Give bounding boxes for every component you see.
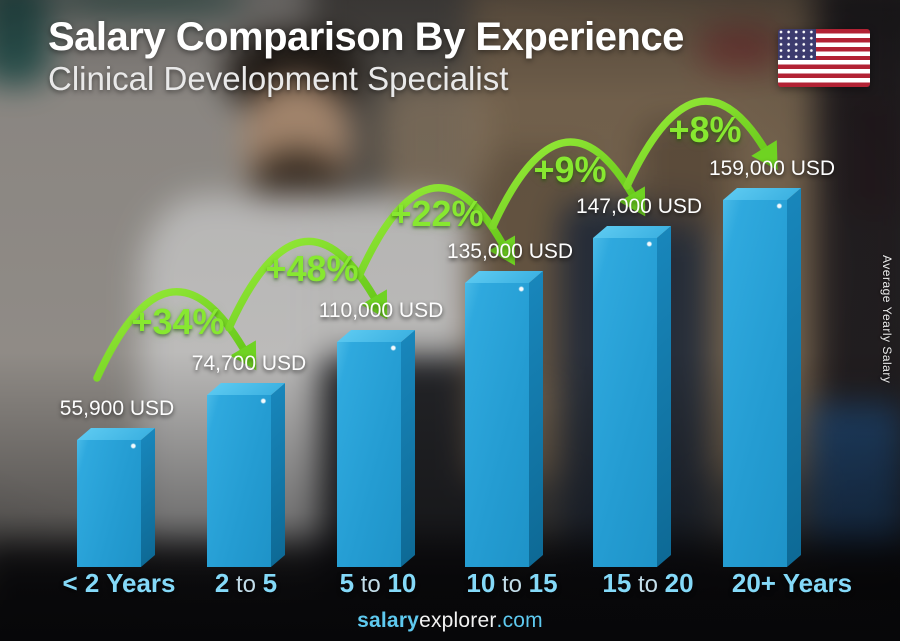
arrowhead-icon: [751, 140, 778, 171]
bar: [465, 283, 529, 567]
category-text: 5: [339, 568, 355, 598]
bar-side-face: [141, 428, 155, 567]
x-axis-category-label: 10 to 15: [466, 570, 557, 598]
watermark: salary explorer .com: [0, 600, 900, 641]
bar-side-face: [401, 330, 415, 567]
bar-value-label: 159,000 USD: [708, 157, 836, 180]
category-text: 20: [664, 568, 694, 598]
x-axis-category-label: 15 to 20: [602, 570, 693, 598]
bar: [337, 342, 401, 567]
increase-arc: [355, 184, 506, 280]
increase-arc: [93, 288, 247, 382]
x-axis-category-label: 20+ Years: [732, 570, 852, 596]
increase-percentage: +8%: [668, 109, 742, 150]
watermark-domain: .com: [496, 608, 543, 632]
bar-value-label: 74,700 USD: [191, 352, 307, 375]
watermark-brand-regular: explorer: [419, 608, 497, 632]
bar-value-label: 55,900 USD: [59, 397, 175, 420]
category-text: 10: [466, 568, 496, 598]
bar-value-label: 110,000 USD: [318, 299, 444, 322]
increase-percentage: +34%: [131, 301, 225, 342]
category-text-muted: to: [495, 571, 529, 598]
arrowhead-icon: [619, 186, 646, 217]
bar-side-face: [787, 188, 801, 567]
bar-side-face: [271, 383, 285, 567]
category-text: 15: [602, 568, 632, 598]
category-text: 15: [528, 568, 558, 598]
bar-side-face: [657, 226, 671, 567]
us-flag-icon: [778, 29, 870, 87]
category-text: 2: [214, 568, 230, 598]
x-axis-category-label: < 2 Years: [62, 570, 175, 596]
bar-value-label: 135,000 USD: [446, 240, 574, 263]
category-text: 5: [262, 568, 278, 598]
y-axis-label: Average Yearly Salary: [880, 255, 894, 384]
category-text-muted: to: [631, 571, 665, 598]
page-subtitle: Clinical Development Specialist: [48, 60, 509, 97]
bar: [207, 395, 271, 567]
category-text: 10: [387, 568, 417, 598]
category-text-muted: to: [229, 571, 263, 598]
x-axis-category-label: 2 to 5: [215, 570, 277, 598]
increase-percentage: +22%: [390, 193, 484, 234]
watermark-brand-bold: salary: [357, 608, 420, 632]
chart-header: Salary Comparison By Experience Clinical…: [48, 14, 684, 98]
increase-percentage: +48%: [265, 248, 359, 289]
increase-arc: [225, 237, 378, 332]
increase-percentage: +9%: [533, 149, 607, 190]
arrowhead-icon: [230, 340, 257, 371]
category-text: < 2 Years: [62, 568, 176, 598]
bar-value-label: 147,000 USD: [575, 195, 703, 218]
bar: [77, 440, 141, 567]
arrowhead-icon: [489, 235, 515, 266]
increase-arc: [489, 138, 636, 230]
bar: [593, 238, 657, 567]
increase-arc: [623, 97, 768, 190]
arrowhead-icon: [361, 289, 388, 320]
bar: [723, 200, 787, 567]
bar-side-face: [529, 271, 543, 567]
category-text: 20+ Years: [731, 568, 853, 598]
flag-canton: [778, 29, 816, 60]
x-axis-category-label: 5 to 10: [340, 570, 417, 598]
page-title: Salary Comparison By Experience: [48, 15, 684, 59]
category-text-muted: to: [354, 571, 388, 598]
